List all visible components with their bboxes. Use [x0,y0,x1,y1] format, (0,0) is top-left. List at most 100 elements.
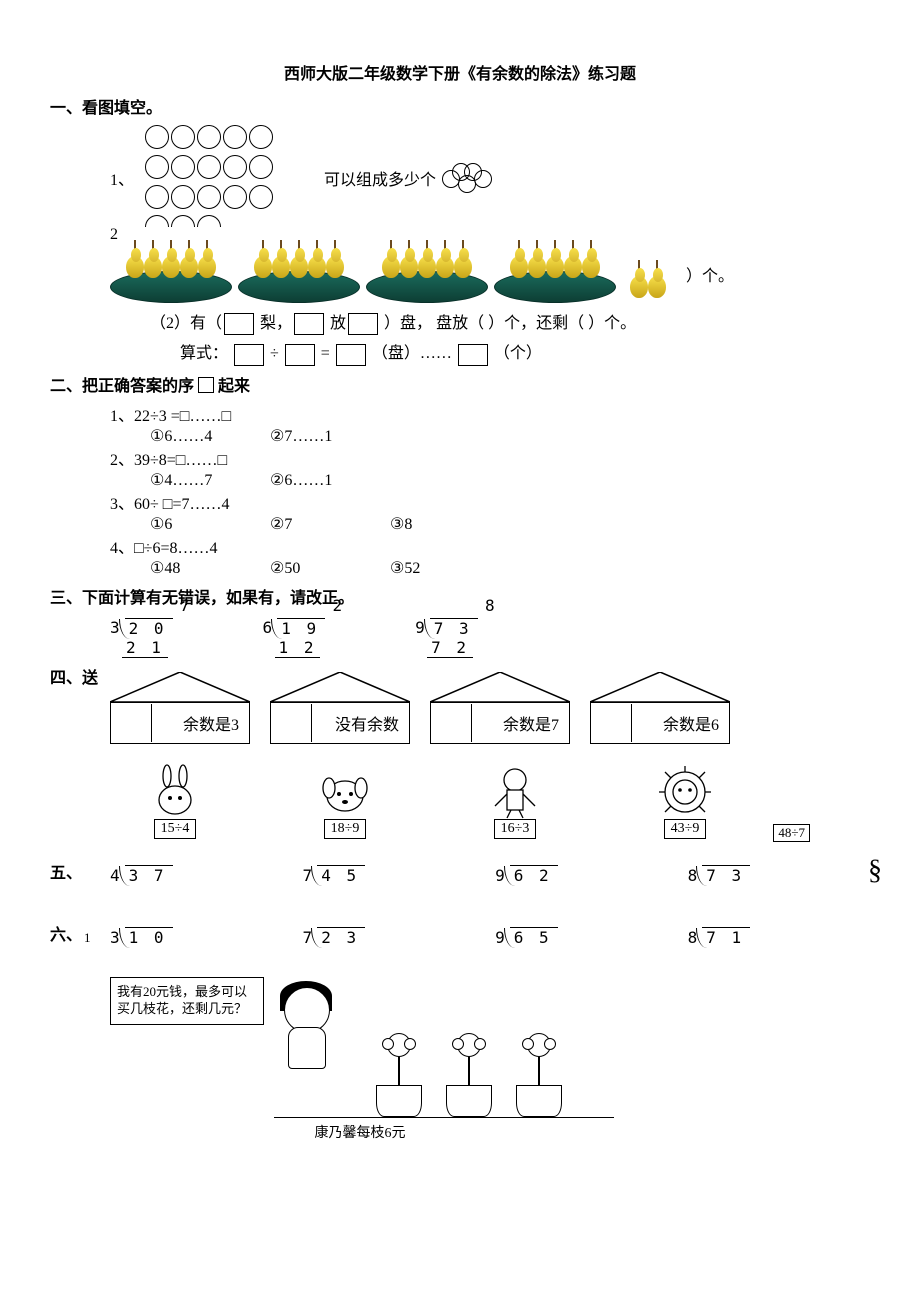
option[interactable]: ①6……4 [150,426,270,446]
circles-grid [144,124,274,232]
long-division: 96 2 [495,865,558,885]
option[interactable]: ②7……1 [270,426,390,446]
blank-box[interactable] [294,313,324,335]
blank-box[interactable] [348,313,378,335]
animals-row: 15÷4 18÷9 16÷3 43÷9 48÷7 [110,764,870,839]
flower-pot-icon [374,1033,424,1117]
hidden-tag: 48÷7 [773,824,810,842]
section3-head: 三、下面计算有无错误，如果有，请改正。 [50,584,870,608]
long-division: 87 3 [688,865,751,885]
long-division: 72 3 [303,927,366,947]
q2-line2: （2）有（ 梨， 放 ）盘， 盘放（ ）个，还剩（ ）个。 [150,309,870,335]
blank-box[interactable] [234,344,264,366]
animal-icon [655,764,715,819]
t: ）个，还剩（ [488,315,584,332]
t: 起来 [218,378,250,395]
animal-item: 18÷9 [280,764,410,839]
s2-item: 4、□÷6=8……4 [110,534,870,558]
section5-head: 五、 [50,859,82,883]
squiggle-icon: § [868,855,882,887]
option[interactable]: ③52 [390,558,510,578]
long-division: 31 0 [110,927,173,947]
s2-item: 2、39÷8=□……□ [110,446,870,470]
blank-box [198,377,214,393]
worksheet-title: 西师大版二年级数学下册《有余数的除法》练习题 [50,60,870,84]
t: 二、把正确答案的序 [50,378,194,395]
blank-box[interactable] [224,313,254,335]
animal-item: 43÷9 [620,764,750,839]
section2-head: 二、把正确答案的序 起来 [50,372,870,396]
pear-plate [238,244,360,303]
child-icon [288,1027,326,1069]
house-label: 余数是6 [663,711,719,735]
section1-head: 一、看图填空。 [50,94,870,118]
animal-icon [315,764,375,819]
pear-plate [110,244,232,303]
q2-line3: 算式： ÷ = （盘）…… （个） [150,339,870,365]
option[interactable]: ①4……7 [150,470,270,490]
pears-row: ）个。 [110,244,870,303]
animal-item: 16÷3 [450,764,580,839]
animal-icon [145,764,205,819]
t: ）个。 [588,315,636,332]
flower-scene [274,977,614,1118]
animal-icon [485,764,545,819]
option[interactable]: ③8 [390,514,510,534]
option[interactable]: ①48 [150,558,270,578]
t: ）盘， [384,315,432,332]
t: （2）有（ [150,315,222,332]
long-division: 732 02 1 [110,618,173,659]
t: （个） [494,345,542,362]
s2-options: ①4……7②6……1 [150,470,870,490]
house: 余数是6 [590,672,730,744]
section6-head: 六、 [50,921,82,945]
option[interactable]: ②6……1 [270,470,390,490]
s2-options: ①48②50③52 [150,558,870,578]
blank-box[interactable] [458,344,488,366]
animal-tag: 15÷4 [154,819,197,839]
q1-num: 1、 [110,166,134,190]
section4-head: 四、送 [50,664,98,688]
t: = [321,345,330,362]
speech-bubble: 我有20元钱，最多可以买几枝花，还剩几元？ [110,977,264,1025]
option[interactable]: ①6 [150,514,270,534]
scene-caption: 康乃馨每枝6元 [230,1122,490,1142]
animal-item: 15÷4 [110,764,240,839]
word-problem: 我有20元钱，最多可以买几枝花，还剩几元？ [110,977,870,1118]
animal-tag: 16÷3 [494,819,537,839]
house-label: 没有余数 [335,711,399,735]
t: （盘）…… [372,345,452,362]
extra-pears [630,264,666,303]
option[interactable]: ②7 [270,514,390,534]
t: 盘放（ [436,315,484,332]
house: 余数是3 [110,672,250,744]
long-division: 897 37 2 [415,618,478,659]
long-division: 43 7 [110,865,173,885]
flower-pot-icon [444,1033,494,1117]
flower-group-icon [442,163,492,193]
long-division: 74 5 [303,865,366,885]
house-label: 余数是3 [183,711,239,735]
animal-tag: 18÷9 [324,819,367,839]
s2-item: 3、60÷ □=7……4 [110,490,870,514]
house-label: 余数是7 [503,711,559,735]
house: 没有余数 [270,672,410,744]
blank-box[interactable] [285,344,315,366]
option[interactable]: ②50 [270,558,390,578]
animal-tag: 43÷9 [664,819,707,839]
q1-row: 1、 可以组成多少个 [110,124,870,232]
blank-box[interactable] [336,344,366,366]
s2-options: ①6……4②7……1 [150,426,870,446]
houses-row: 余数是3 没有余数 余数是7 余数是6 [110,672,870,744]
pear-plate [494,244,616,303]
q1-text: 可以组成多少个 [324,166,436,190]
t: 梨， [260,315,292,332]
flower-pot-icon [514,1033,564,1117]
t: ÷ [270,345,279,362]
long-division: 87 1 [688,927,751,947]
house: 余数是7 [430,672,570,744]
s2-item: 1、22÷3 =□……□ [110,402,870,426]
long-division: 261 91 2 [263,618,326,659]
t: 放 [330,315,346,332]
s6-sub: 1 [84,930,91,946]
